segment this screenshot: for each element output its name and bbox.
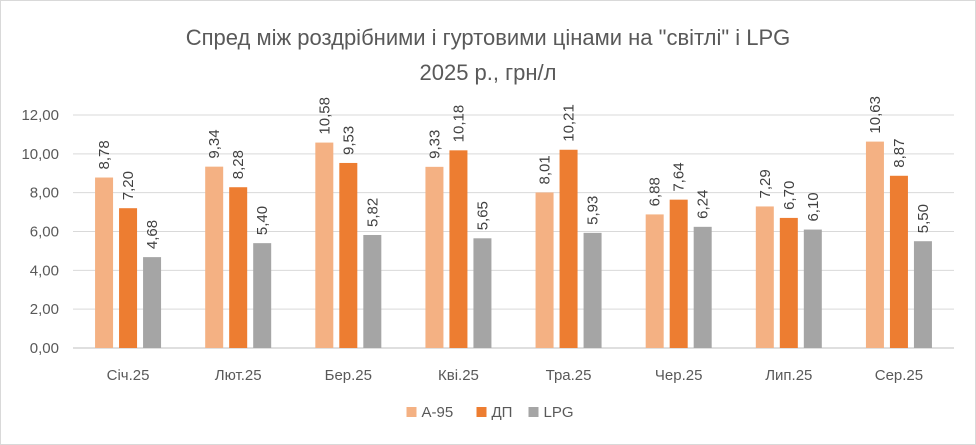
bar bbox=[95, 177, 114, 348]
data-label: 7,64 bbox=[671, 162, 688, 191]
y-tick-label: 4,00 bbox=[30, 262, 59, 279]
x-tick-label: Лют.25 bbox=[215, 367, 262, 384]
bar bbox=[119, 208, 138, 348]
y-tick-label: 10,00 bbox=[21, 146, 59, 163]
bar bbox=[583, 232, 602, 348]
bar bbox=[143, 257, 162, 348]
bar bbox=[425, 166, 444, 348]
bar bbox=[535, 192, 554, 348]
bar bbox=[315, 142, 334, 348]
data-label: 8,87 bbox=[891, 139, 908, 168]
data-label: 5,50 bbox=[915, 204, 932, 233]
bar bbox=[473, 238, 492, 348]
x-tick-label: Кві.25 bbox=[438, 367, 479, 384]
data-label: 5,65 bbox=[474, 201, 491, 230]
legend-swatch bbox=[476, 407, 487, 417]
legend: А-95 ДП LPG bbox=[406, 404, 574, 421]
data-label: 8,78 bbox=[96, 140, 113, 169]
bar bbox=[913, 241, 932, 348]
x-tick-label: Січ.25 bbox=[107, 367, 150, 384]
data-label: 9,33 bbox=[426, 130, 443, 159]
bar bbox=[449, 150, 468, 348]
data-label: 6,88 bbox=[647, 177, 664, 206]
data-label: 5,82 bbox=[364, 198, 381, 227]
bar bbox=[779, 217, 798, 348]
bar bbox=[865, 141, 884, 348]
x-tick-label: Чер.25 bbox=[655, 367, 703, 384]
data-label: 10,63 bbox=[867, 96, 884, 134]
y-tick-label: 6,00 bbox=[30, 224, 59, 241]
bar bbox=[889, 175, 908, 348]
legend-label: LPG bbox=[544, 404, 574, 421]
y-tick-label: 12,00 bbox=[21, 107, 59, 124]
data-label: 8,01 bbox=[537, 155, 554, 184]
legend-swatch bbox=[406, 407, 417, 417]
bar bbox=[205, 166, 224, 348]
y-tick-label: 8,00 bbox=[30, 185, 59, 202]
x-tick-label: Лип.25 bbox=[765, 367, 812, 384]
data-label: 6,10 bbox=[805, 192, 822, 221]
chart-title: Спред між роздрібними і гуртовими цінами… bbox=[186, 25, 791, 50]
data-label: 9,53 bbox=[340, 126, 357, 155]
data-labels: 8,78 7,20 4,68 9,34 8,28 5,40 10,58 9,53 5,82 9,3… bbox=[96, 96, 932, 249]
bar bbox=[669, 199, 688, 348]
data-label: 10,58 bbox=[316, 97, 333, 135]
legend-label: А-95 bbox=[422, 404, 454, 421]
data-label: 10,21 bbox=[561, 104, 578, 142]
data-label: 8,28 bbox=[230, 150, 247, 179]
data-label: 5,93 bbox=[585, 196, 602, 225]
bar bbox=[229, 187, 248, 348]
data-label: 6,70 bbox=[781, 181, 798, 210]
data-label: 10,18 bbox=[450, 105, 467, 143]
bar bbox=[803, 229, 822, 348]
bar bbox=[339, 162, 358, 348]
y-axis: 0,00 2,00 4,00 6,00 8,00 10,00 12,00 bbox=[21, 107, 59, 357]
bars bbox=[95, 141, 932, 348]
bar bbox=[645, 214, 664, 348]
data-label: 6,24 bbox=[695, 190, 712, 219]
data-label: 5,40 bbox=[254, 206, 271, 235]
y-tick-label: 2,00 bbox=[30, 301, 59, 318]
x-tick-label: Сер.25 bbox=[875, 367, 923, 384]
data-label: 9,34 bbox=[206, 129, 223, 158]
chart-subtitle: 2025 р., грн/л bbox=[420, 60, 557, 85]
y-tick-label: 0,00 bbox=[30, 340, 59, 357]
bar bbox=[559, 149, 578, 348]
legend-swatch bbox=[528, 407, 539, 417]
x-tick-label: Бер.25 bbox=[325, 367, 372, 384]
gridlines bbox=[73, 114, 954, 349]
data-label: 7,29 bbox=[757, 169, 774, 198]
bar bbox=[693, 226, 712, 348]
bar bbox=[363, 234, 382, 348]
legend-label: ДП bbox=[492, 404, 513, 421]
data-label: 4,68 bbox=[144, 220, 161, 249]
x-axis: Січ.25 Лют.25 Бер.25 Кві.25 Тра.25 Чер.25 Лип.… bbox=[107, 367, 923, 384]
bar bbox=[253, 243, 272, 348]
x-tick-label: Тра.25 bbox=[546, 367, 592, 384]
bar bbox=[755, 206, 774, 348]
data-label: 7,20 bbox=[120, 171, 137, 200]
